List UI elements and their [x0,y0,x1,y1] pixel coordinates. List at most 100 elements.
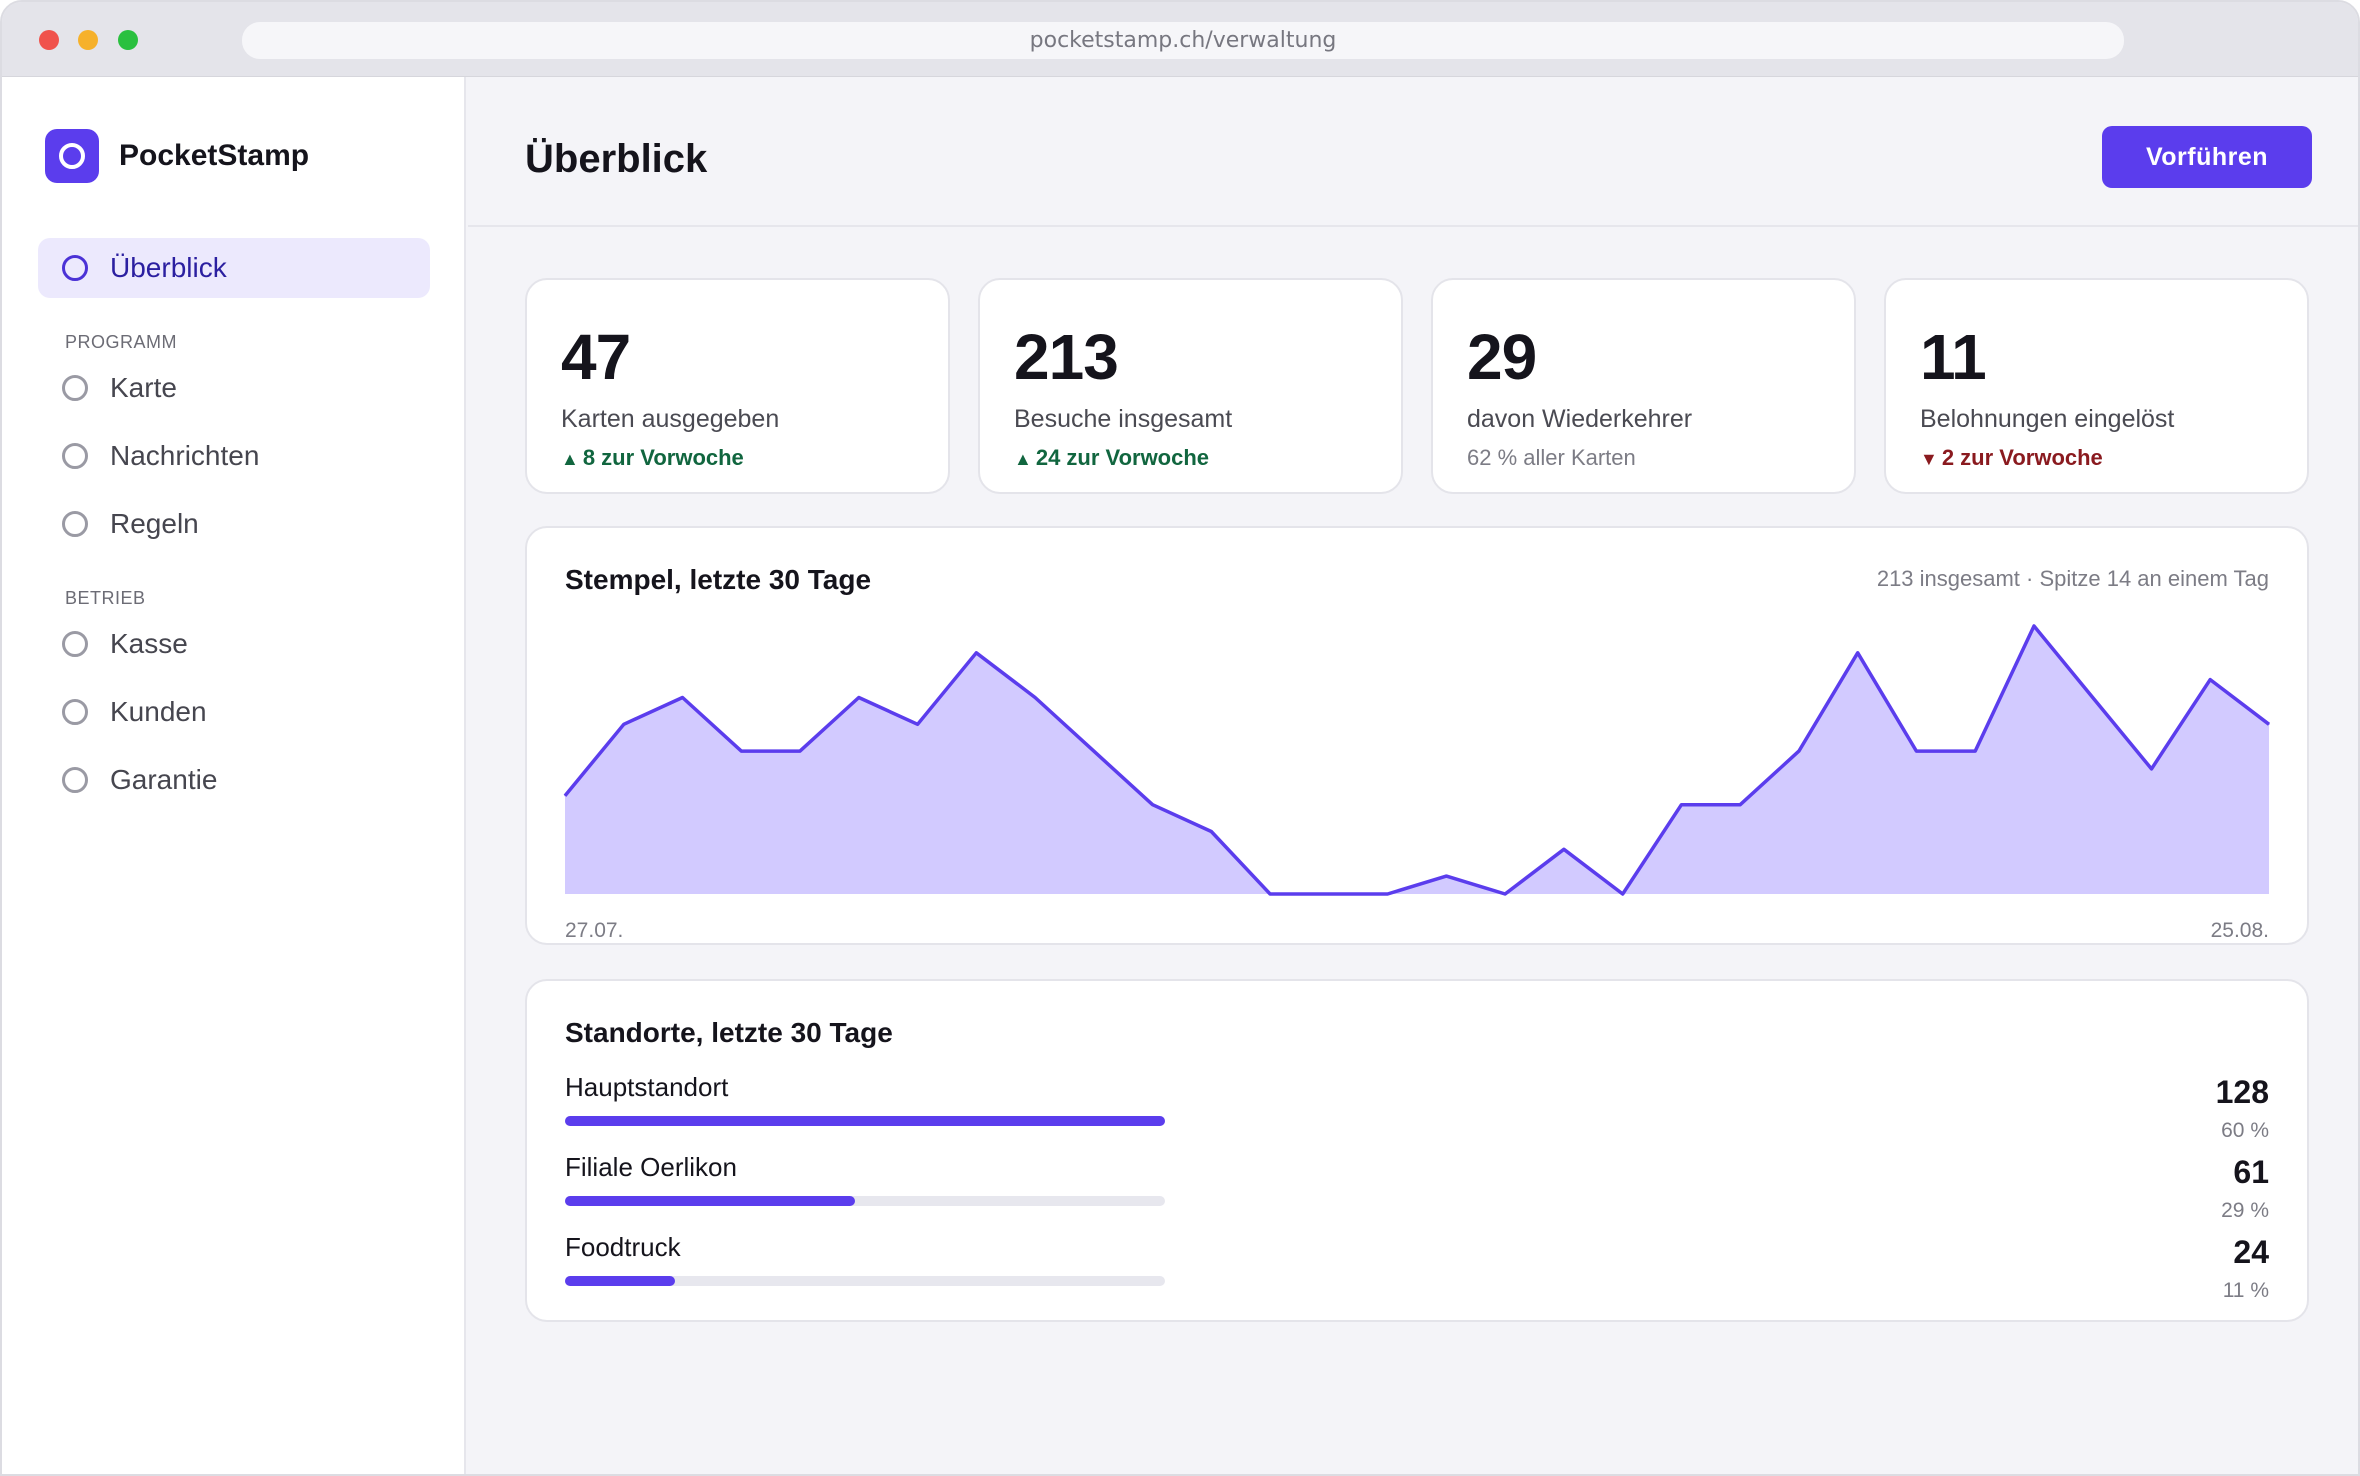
chart-data-point [1974,750,1976,752]
chart-data-point [1915,750,1917,752]
chart-data-point [1152,804,1154,806]
chart-data-point [1387,893,1389,895]
kpi-trend-text: 24 zur Vorwoche [1035,445,1210,470]
chart-data-point [975,652,977,654]
chart-data-point [1445,875,1447,877]
section-label-programm: PROGRAMM [65,332,177,352]
location-bar-fill [565,1116,1165,1126]
kpi-trend: ▲ 8 zur Vorwoche [561,445,744,471]
brand-name: PocketStamp [119,139,310,172]
x-axis-start-label: 27.07. [565,919,624,942]
chart-data-point [2092,696,2094,698]
sidebar-item-nachrichten[interactable]: Nachrichten [38,426,430,486]
circle-icon [62,699,88,725]
location-name: Hauptstandort [565,1072,729,1102]
chart-data-point [1680,804,1682,806]
location-count: 61 [2233,1154,2269,1190]
x-axis-end-label: 25.08. [2210,919,2269,942]
chart-data-point [740,750,742,752]
chart-data-point [2033,625,2035,627]
kpi-card-visits: 213 Besuche insgesamt ▲ 24 zur Vorwoche [978,278,1403,494]
close-window-button[interactable] [39,30,59,50]
kpi-card-returning: 29 davon Wiederkehrer 62 % aller Karten [1431,278,1856,494]
trend-down-icon: ▼ [1920,449,1938,469]
kpi-trend: ▼ 2 zur Vorwoche [1920,445,2103,471]
kpi-card-cards-issued: 47 Karten ausgegeben ▲ 8 zur Vorwoche [525,278,950,494]
chart-data-point [1857,652,1859,654]
chart-data-point [1269,893,1271,895]
kpi-label: Belohnungen eingelöst [1920,405,2175,433]
chart-data-point [1034,696,1036,698]
sidebar-item-label: Regeln [110,508,199,539]
chart-title: Stempel, letzte 30 Tage [565,564,872,595]
location-bar-track [565,1116,1165,1126]
location-percent: 11 % [2222,1279,2269,1302]
sidebar-item-kunden[interactable]: Kunden [38,682,430,742]
location-count: 24 [2233,1234,2269,1270]
locations-title: Standorte, letzte 30 Tage [565,1017,893,1048]
circle-icon [62,255,88,281]
chart-data-point [799,750,801,752]
location-bar-fill [565,1196,856,1206]
trend-up-icon: ▲ [1014,449,1032,469]
chart-data-point [682,696,684,698]
minimize-window-button[interactable] [78,30,98,50]
chart-data-point [2150,768,2152,770]
sidebar-item-ueberblick[interactable]: Überblick [38,238,430,298]
chart-data-point [1328,893,1330,895]
sidebar-item-karte[interactable]: Karte [38,358,430,418]
kpi-value: 213 [1014,321,1119,393]
chart-series-line [563,624,2271,896]
chart-summary: 213 insgesamt · Spitze 14 an einem Tag [1876,566,2269,591]
location-count: 128 [2215,1074,2269,1110]
chart-data-point [564,795,566,797]
chart-data-point [2268,723,2270,725]
location-percent: 29 % [2221,1199,2269,1222]
section-label-betrieb: BETRIEB [65,588,146,608]
sidebar-item-garantie[interactable]: Garantie [38,750,430,810]
kpi-trend-text: 2 zur Vorwoche [1941,445,2103,470]
sidebar: PocketStamp Überblick PROGRAMM Karte Nac… [2,77,466,1474]
stamps-area-chart [563,624,2271,896]
chart-data-point [858,696,860,698]
maximize-window-button[interactable] [118,30,138,50]
chart-data-point [1798,750,1800,752]
stamps-chart-card: Stempel, letzte 30 Tage 213 insgesamt · … [525,526,2309,945]
sidebar-item-label: Kasse [110,628,188,659]
kpi-label: Karten ausgegeben [561,405,780,433]
kpi-subtext: 62 % aller Karten [1467,445,1636,470]
chart-data-point [2209,679,2211,681]
sidebar-item-label: Karte [110,372,177,403]
chart-data-point [1210,830,1212,832]
circle-icon [62,511,88,537]
circle-icon [62,375,88,401]
chart-data-point [623,723,625,725]
sidebar-item-label: Kunden [110,696,207,727]
circle-icon [62,443,88,469]
chart-data-point [1563,848,1565,850]
kpi-value: 29 [1467,321,1537,393]
kpi-trend-text: 8 zur Vorwoche [582,445,744,470]
kpi-value: 47 [561,321,631,393]
trend-up-icon: ▲ [561,449,579,469]
browser-titlebar: pocketstamp.ch/verwaltung [2,2,2358,77]
address-bar[interactable]: pocketstamp.ch/verwaltung [242,22,2124,59]
sidebar-item-regeln[interactable]: Regeln [38,494,430,554]
chart-data-point [1739,804,1741,806]
demo-button[interactable]: Vorführen [2102,126,2312,188]
chart-data-point [1622,893,1624,895]
location-bar-track [565,1276,1165,1286]
page-title: Überblick [525,137,708,181]
kpi-card-rewards: 11 Belohnungen eingelöst ▼ 2 zur Vorwoche [1884,278,2309,494]
sidebar-item-label: Nachrichten [110,440,260,471]
page-header: Überblick Vorführen [468,77,2358,227]
kpi-value: 11 [1920,321,1987,393]
brand[interactable]: PocketStamp [45,129,309,183]
chart-data-point [1504,893,1506,895]
location-bar-track [565,1196,1165,1206]
sidebar-item-kasse[interactable]: Kasse [38,614,430,674]
chart-data-point [1093,750,1095,752]
location-percent: 60 % [2221,1119,2269,1142]
chart-data-point [917,723,919,725]
